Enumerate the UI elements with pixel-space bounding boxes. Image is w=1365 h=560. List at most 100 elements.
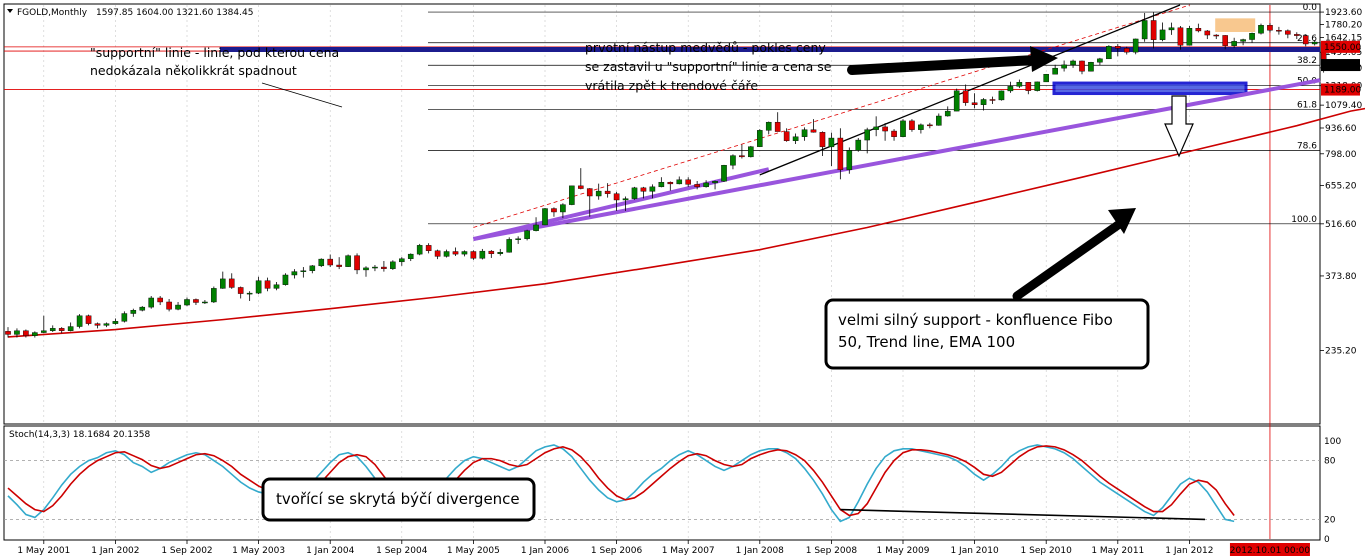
chart-menu-icon[interactable] — [7, 9, 13, 13]
candle-body — [882, 126, 888, 132]
candle-body — [1177, 27, 1184, 46]
trend-line-short — [472, 167, 770, 241]
cursor-time-label: 2012.10.01 00:00 — [1230, 546, 1311, 556]
candle-body — [14, 330, 20, 335]
candle-body — [640, 187, 647, 192]
time-tick-label: 1 May 2003 — [232, 546, 285, 556]
down-arrow — [1164, 95, 1194, 158]
candle-body — [390, 261, 396, 269]
price-tick-label: 1923.60 — [1325, 8, 1362, 18]
candle-body — [264, 280, 271, 289]
time-tick-label: 1 Jan 2002 — [91, 546, 139, 556]
candle-body — [703, 182, 709, 188]
time-tick-label: 1 Sep 2008 — [806, 546, 858, 556]
candle-body — [524, 230, 530, 239]
candle-body — [837, 137, 844, 170]
annotation-arrows — [847, 46, 1194, 301]
candle-body — [112, 321, 119, 324]
candle-body — [542, 208, 548, 226]
candle-body — [1249, 33, 1255, 40]
candle-body — [184, 299, 190, 306]
candle-body — [443, 251, 450, 257]
stoch-tick-label: 80 — [1324, 457, 1336, 467]
candle-body — [962, 90, 969, 103]
price-tick-label: 1642.15 — [1325, 34, 1362, 44]
candle-body — [1061, 64, 1067, 69]
candle-body — [49, 328, 56, 331]
candle-body — [488, 250, 495, 254]
stoch-panel-frame — [3, 425, 1321, 541]
stoch-d-line — [7, 445, 1235, 517]
candle-body — [58, 328, 65, 331]
candle-body — [1034, 81, 1041, 91]
time-tick-label: 1 Jan 2004 — [306, 546, 354, 556]
candle-body — [300, 270, 307, 272]
time-tick-label: 1 May 2007 — [662, 546, 715, 556]
candle-body — [219, 278, 226, 289]
candle-body — [372, 266, 378, 269]
price-tick-label: 798.00 — [1325, 150, 1357, 160]
candle-body — [1293, 34, 1300, 36]
candle-body — [318, 258, 325, 267]
candle-body — [1222, 35, 1228, 46]
stoch-tick-label: 100 — [1324, 437, 1341, 447]
candle-body — [1186, 28, 1193, 46]
divergence-line — [840, 508, 1206, 521]
candle-body — [1213, 34, 1220, 37]
candle-body — [1311, 41, 1318, 45]
candle-body — [757, 130, 763, 147]
chart-ohlc: 1597.85 1604.00 1321.60 1384.45 — [96, 8, 253, 18]
candle-body — [1285, 30, 1291, 35]
candle-body — [944, 110, 951, 117]
candle-body — [685, 179, 691, 185]
time-tick-label: 1 Sep 2004 — [376, 546, 428, 556]
candle-body — [1123, 48, 1130, 53]
candle-body — [1258, 25, 1264, 34]
time-tick-label: 1 May 2011 — [1091, 546, 1144, 556]
confluence-callout-line1: velmi silný support - konfluence Fibo — [838, 311, 1113, 329]
candle-body — [157, 297, 163, 303]
candle-body — [5, 331, 11, 335]
price-label-box — [1321, 40, 1360, 53]
price-tick-label: 1079.40 — [1325, 101, 1362, 111]
confluence-zone — [1052, 81, 1248, 96]
candle-body — [67, 326, 74, 331]
time-axis: 1 May 2001 1 Jan 2002 1 Sep 2002 1 May 2003… — [17, 540, 1310, 556]
candle-body — [1079, 60, 1085, 72]
confluence-callout-line2: 50, Trend line, EMA 100 — [838, 333, 1015, 351]
candle-body — [533, 224, 539, 231]
candle-body — [927, 124, 933, 127]
candle-body — [604, 190, 611, 194]
candle-body — [658, 181, 665, 188]
candle-body — [228, 278, 235, 288]
candle-body — [819, 132, 826, 148]
candle-body — [1114, 46, 1121, 49]
fib-label: 0.0 — [1303, 3, 1318, 13]
candle-body — [595, 190, 602, 197]
candle-body — [667, 181, 674, 185]
price-axis: 1923.601780.201642.151499.051360.601218.… — [1320, 8, 1362, 357]
candle-body — [506, 239, 513, 253]
candle-body — [1302, 35, 1309, 45]
candle-body — [748, 146, 754, 158]
candle-body — [255, 280, 262, 294]
candle-body — [41, 330, 47, 333]
time-tick-label: 1 May 2001 — [17, 546, 70, 556]
candle-body — [846, 150, 853, 170]
support-pointer-line — [261, 82, 343, 108]
candle-body — [103, 323, 110, 326]
time-tick-label: 1 Sep 2002 — [161, 546, 212, 556]
candle-body — [810, 129, 817, 133]
bear-annotation-line1: prvotní nástup medvědů - pokles ceny — [585, 40, 826, 55]
divergence-callout-box — [261, 477, 536, 522]
candle-body — [560, 204, 566, 213]
candle-body — [381, 266, 387, 269]
price-label-text: 1189.00 — [1324, 86, 1361, 96]
candle-body — [273, 284, 280, 289]
candle-body — [980, 99, 987, 105]
candle-body — [94, 323, 101, 326]
candle-body — [721, 165, 727, 182]
price-label-box — [1321, 59, 1360, 72]
price-tick-label: 1780.20 — [1325, 21, 1362, 31]
